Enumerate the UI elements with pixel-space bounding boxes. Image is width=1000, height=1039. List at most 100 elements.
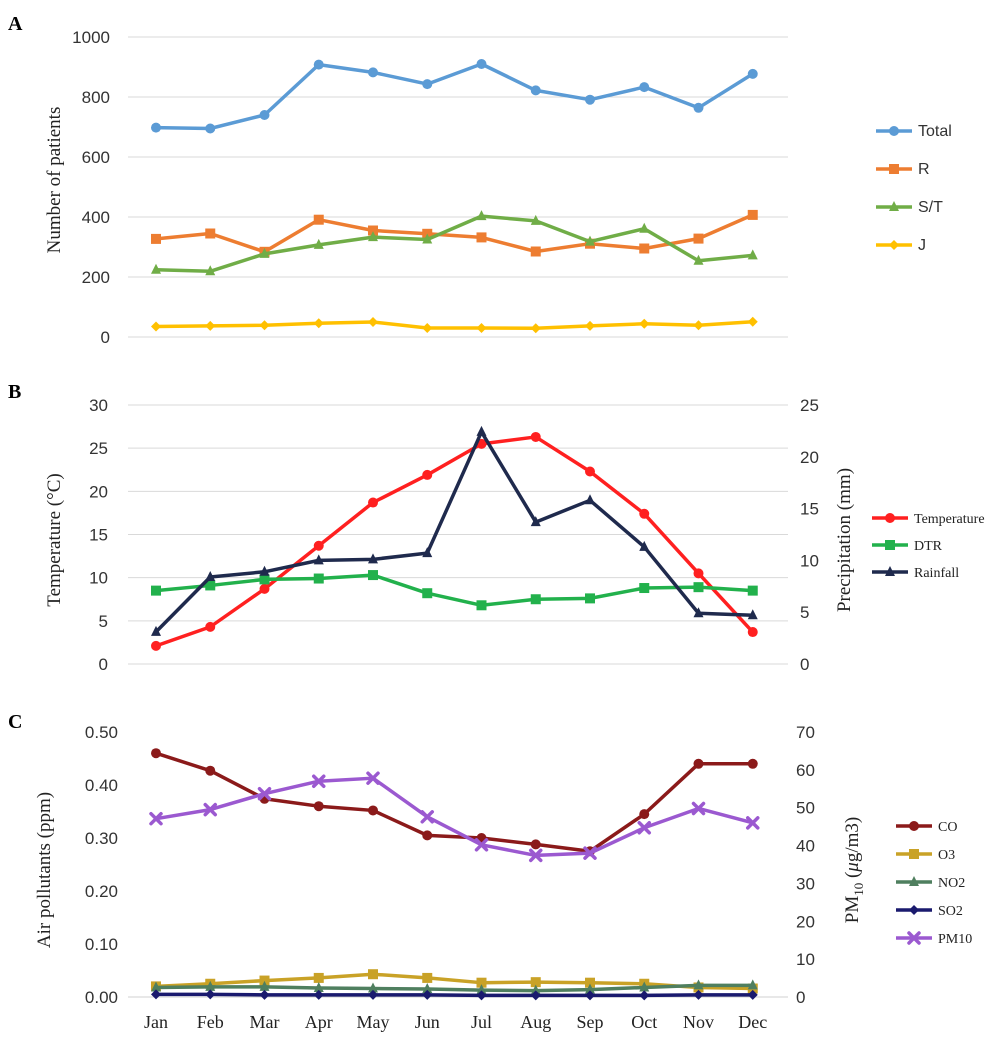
panel-b-point-rainfall [151, 625, 161, 636]
panel-a-point-st [747, 249, 758, 260]
panel-b-legend: Temperature DTR Rainfall [872, 512, 985, 581]
panel-c-x-tick-label: Feb [197, 1012, 224, 1032]
panel-c-point-no2 [151, 981, 161, 992]
panel-b-point-rainfall [585, 494, 595, 505]
panel-c-y-tick-label: 0.10 [85, 935, 118, 954]
panel-b-y2-tick-label: 20 [800, 448, 819, 467]
panel-a-point-j [151, 321, 161, 332]
panel-a-point-st [313, 238, 324, 249]
panel-c-point-o3 [313, 972, 324, 983]
panel-b-y-tick-label: 25 [89, 439, 108, 458]
panel-a-point-j [585, 320, 595, 331]
panel-c-point-co [368, 805, 378, 816]
panel-c-legend-marker [909, 876, 919, 886]
panel-b-point-temperature [368, 497, 378, 508]
panel-c-point-pm10 [149, 811, 163, 826]
panel-c-x-tick-label: Oct [631, 1012, 657, 1032]
panel-c-legend-marker [909, 849, 919, 859]
panel-c-point-no2 [693, 979, 704, 990]
panel-c-point-co [205, 765, 216, 776]
panel-c-point-co [422, 830, 433, 841]
panel-c-series [149, 748, 760, 1001]
panel-a-point-st [530, 214, 541, 225]
panel-a-legend-marker [889, 201, 899, 211]
panel-a-point-total [368, 67, 378, 78]
panel-c-point-so2 [747, 989, 758, 1000]
panel-c-series-line-no2 [155, 983, 753, 993]
panel-a-legend-marker [889, 126, 899, 136]
panel-a-y-tick-label: 0 [101, 328, 110, 347]
panel-c-legend-marker [909, 905, 919, 915]
panel-c-legend-marker [909, 821, 919, 831]
panel-b-point-dtr [747, 585, 758, 596]
panel-c-point-no2 [259, 980, 270, 991]
panel-a-series-line-j [155, 319, 753, 331]
panel-c-point-o3 [585, 977, 595, 988]
panel-c-series-line-pm10 [155, 776, 754, 858]
panel-a-legend-label: R [918, 161, 930, 178]
panel-c-point-no2 [205, 980, 216, 991]
panel-b-point-temperature [313, 540, 324, 551]
panel-b-legend-marker [885, 566, 895, 576]
panel-b-point-dtr [368, 570, 378, 581]
panel-b-y-tick-label: 0 [99, 655, 108, 674]
panel-a-point-st [585, 235, 595, 246]
panel-a-point-total [259, 110, 270, 120]
panel-a-point-j [205, 320, 216, 331]
panel-c-legend-label: O3 [938, 848, 955, 863]
panel-b-legend-marker [885, 540, 895, 550]
panel-b-point-rainfall [693, 607, 704, 618]
panel-c-y2-tick-label: 60 [796, 761, 815, 780]
panel-c-series-line-o3 [155, 972, 753, 991]
panel-b-point-temperature [693, 568, 704, 579]
panel-b-series-line-dtr [155, 573, 753, 608]
panel-a-series-line-st [155, 214, 753, 274]
panel-a-point-r [639, 243, 650, 254]
panel-b-point-rainfall [422, 547, 433, 558]
y2-title-main: PM [842, 896, 863, 924]
panel-c-legend-label: PM10 [938, 932, 972, 947]
panel-a-point-total [530, 85, 541, 96]
panel-c-point-no2 [585, 983, 595, 994]
panel-c-point-o3 [368, 969, 378, 980]
panel-b-point-temperature [151, 640, 161, 651]
panel-b-y-tick-label: 15 [89, 526, 108, 545]
panel-c-point-so2 [259, 989, 270, 1000]
panel-a-point-total [639, 82, 650, 93]
panel-b-legend-label: Temperature [914, 512, 985, 527]
panel-b-y-tick-label: 30 [89, 396, 108, 415]
panel-b-legend-marker [885, 513, 895, 523]
panel-c-y-tick-label: 0.40 [85, 776, 118, 795]
panel-c-x-tick-label: Sep [577, 1012, 604, 1032]
panel-c-point-pm10 [203, 802, 217, 817]
panel-a-y-tick-label: 1000 [72, 28, 110, 47]
panel-b-series-line-rainfall [154, 430, 753, 634]
panel-c-point-no2 [747, 979, 758, 990]
panel-b-point-temperature [639, 508, 650, 519]
panel-a-legend-label: Total [918, 123, 952, 140]
panel-c-point-pm10 [637, 821, 651, 835]
panel-c-point-co [530, 839, 541, 850]
panel-b-point-temperature [530, 431, 541, 442]
panel-b-legend-label: DTR [914, 539, 943, 554]
panel-a-legend: Total R S/T J [876, 123, 952, 254]
panel-a-point-total [151, 122, 161, 133]
panel-b-point-rainfall [205, 570, 216, 581]
panel-a-point-st [476, 210, 487, 221]
panel-c-point-so2 [151, 989, 161, 1000]
panel-a-legend-label: J [918, 237, 926, 254]
panel-a-y-tick-label: 800 [82, 88, 110, 107]
panel-a-point-j [476, 323, 487, 333]
panel-a-point-total [747, 68, 758, 79]
panel-c-legend-label: SO2 [938, 904, 963, 919]
panel-c-y2-tick-label: 0 [796, 988, 805, 1007]
panel-a-point-j [530, 323, 541, 334]
panel-a-point-r [368, 225, 378, 236]
panel-c-label: C [8, 711, 22, 733]
panel-a-point-st [205, 265, 216, 276]
panel-c-point-pm10 [529, 848, 543, 863]
panel-b-y2-tick-label: 5 [800, 603, 809, 622]
panel-b-point-temperature [422, 469, 433, 480]
panel-c-point-so2 [693, 989, 704, 1000]
